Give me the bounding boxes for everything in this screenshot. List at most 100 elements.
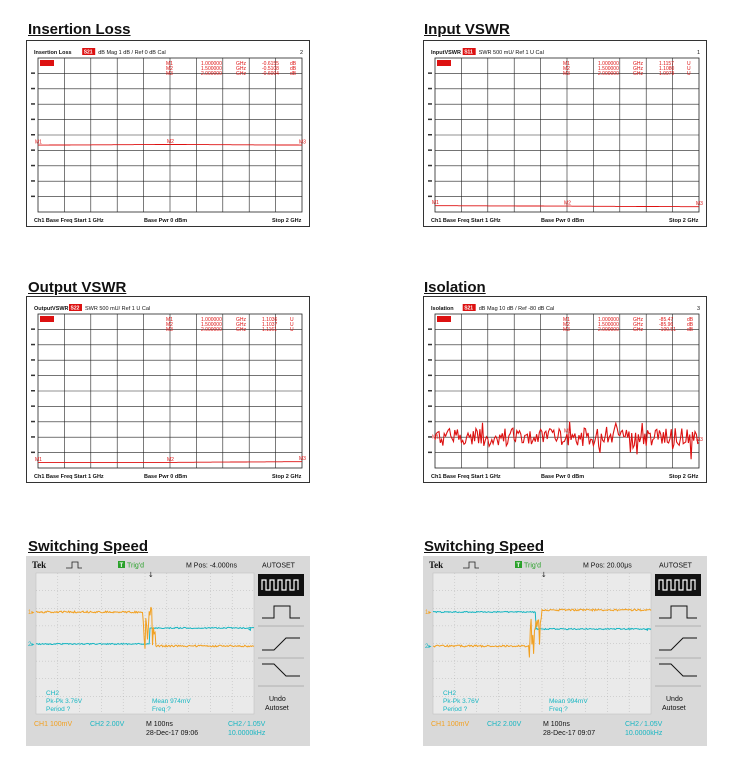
meas-freq: Freq ? bbox=[549, 706, 568, 713]
insertion-loss-title: Insertion Loss bbox=[28, 21, 131, 38]
trace-marker-1: M1 bbox=[432, 200, 439, 206]
y-tick bbox=[31, 390, 35, 392]
channel-number: 2 bbox=[300, 50, 303, 56]
marker-freq: 2.000000 bbox=[201, 71, 222, 77]
y-tick bbox=[31, 87, 35, 90]
ch2-scale: CH2 2.00V bbox=[90, 721, 125, 728]
isolation-chart: Isolation S21 dB Mag 10 dB / Ref -80 dB Ca… bbox=[423, 296, 707, 483]
channel-number: 1 bbox=[697, 50, 700, 56]
marker-vunit: dB bbox=[687, 327, 694, 333]
ch2-scale: CH2 2.00V bbox=[487, 721, 522, 728]
trigger-source: CH2 ∕ 1.05V bbox=[625, 721, 663, 728]
y-tick bbox=[31, 359, 35, 361]
input-vswr-title: Input VSWR bbox=[424, 21, 510, 38]
y-tick bbox=[428, 405, 432, 407]
y-tick bbox=[31, 164, 35, 167]
marker-freq: 1.500000 bbox=[598, 322, 619, 328]
timebase: M 100ns bbox=[543, 721, 570, 728]
ch1-scale: CH1 100mV bbox=[431, 721, 469, 728]
falling-edge-icon bbox=[262, 663, 300, 677]
trig-badge bbox=[118, 561, 125, 568]
s-param-badge bbox=[462, 304, 476, 311]
trace-marker-2: M2 bbox=[167, 457, 174, 463]
marker-value: 1.1080 bbox=[659, 66, 675, 72]
footer-right: Stop 2 GHz bbox=[272, 218, 302, 224]
y-tick bbox=[428, 195, 432, 198]
marker-id: M3 bbox=[563, 71, 570, 77]
ref-badge bbox=[437, 60, 451, 66]
square-wave-icon bbox=[261, 579, 299, 591]
y-tick bbox=[428, 343, 432, 346]
y-tick bbox=[428, 87, 432, 90]
trig-status: Trig'd bbox=[524, 563, 541, 570]
input-vswr-chart: InputVSWR S11 SWR 500 mU/ Ref 1 U Cal 1 M1 1.… bbox=[423, 40, 707, 227]
meas-pkpk: Pk-Pk 3.76V bbox=[46, 698, 83, 705]
run-state-icon bbox=[463, 561, 479, 569]
y-tick bbox=[31, 451, 35, 454]
meas-channel: CH2 bbox=[443, 690, 456, 697]
marker-value: -100.51 bbox=[659, 327, 676, 333]
m-pos: M Pos: -4.000ns bbox=[186, 563, 237, 570]
marker-value: -0.5108 bbox=[262, 66, 279, 72]
marker-unit: GHz bbox=[236, 71, 247, 77]
trace-marker-1: M1 bbox=[35, 140, 42, 146]
marker-freq: 2.000000 bbox=[598, 327, 619, 333]
marker-vunit: U bbox=[687, 61, 691, 67]
s-param-label: S22 bbox=[71, 306, 80, 312]
s-param-label: S21 bbox=[464, 306, 473, 312]
marker-freq: 1.000000 bbox=[201, 317, 222, 323]
trace-marker-3: M3 bbox=[696, 437, 703, 443]
output-vswr-title: Output VSWR bbox=[28, 279, 127, 296]
footer-mid: Base Pwr 0 dBm bbox=[144, 474, 187, 480]
y-tick bbox=[428, 134, 432, 136]
marker-vunit: U bbox=[290, 327, 294, 333]
marker-value: -0.6155 bbox=[262, 61, 279, 67]
format-label: SWR 500 mU/ Ref 1 U Cal bbox=[85, 306, 150, 312]
footer-left: Ch1 Base Freq Start 1 GHz bbox=[34, 218, 104, 224]
trace-marker-2: M2 bbox=[167, 139, 174, 145]
trigger-position-icon: ↓ bbox=[541, 571, 547, 579]
timebase: M 100ns bbox=[146, 721, 173, 728]
y-tick bbox=[31, 195, 35, 198]
marker-value: 1.1036 bbox=[262, 317, 278, 323]
tek-logo: Tek bbox=[32, 560, 46, 570]
ch1-marker: 1▸ bbox=[425, 610, 431, 616]
marker-id: M1 bbox=[563, 317, 570, 323]
output-vswr-chart: OutputVSWR S22 SWR 500 mU/ Ref 1 U Cal M1 1.… bbox=[26, 296, 310, 483]
y-tick bbox=[31, 374, 35, 377]
y-tick bbox=[31, 103, 35, 105]
falling-edge-icon bbox=[659, 663, 697, 677]
undo-autoset-label: Autoset bbox=[662, 705, 686, 712]
meas-period: Period ? bbox=[443, 706, 468, 713]
marker-value: -0.6094 bbox=[262, 71, 279, 77]
y-tick bbox=[428, 72, 432, 74]
marker-vunit: U bbox=[290, 317, 294, 323]
insertion-loss-chart: Insertion Loss S21 dB Mag 1 dB / Ref 0 dB … bbox=[26, 40, 310, 227]
y-tick bbox=[428, 451, 432, 454]
channel-number: 3 bbox=[697, 306, 700, 312]
s-param-badge bbox=[69, 304, 82, 311]
y-tick bbox=[31, 72, 35, 74]
trig-badge bbox=[515, 561, 522, 568]
marker-id: M1 bbox=[166, 61, 173, 67]
trace-name: Insertion Loss bbox=[34, 50, 72, 56]
s-param-badge bbox=[462, 48, 476, 55]
trace-marker-1: M1 bbox=[432, 434, 439, 440]
switching-speed-title-1: Switching Speed bbox=[28, 538, 149, 555]
switching-speed-title-2: Switching Speed bbox=[424, 538, 545, 555]
marker-value: 1.1037 bbox=[262, 322, 278, 328]
meas-period: Period ? bbox=[46, 706, 71, 713]
trace-name: Isolation bbox=[431, 306, 454, 312]
trig-badge-letter: T bbox=[517, 563, 521, 569]
meas-mean: Mean 974mV bbox=[152, 698, 191, 705]
y-tick bbox=[428, 180, 432, 182]
marker-id: M1 bbox=[563, 61, 570, 67]
y-tick bbox=[428, 420, 432, 423]
footer-right: Stop 2 GHz bbox=[272, 474, 302, 480]
trace-name: OutputVSWR bbox=[34, 306, 69, 312]
y-tick bbox=[428, 436, 432, 438]
y-tick bbox=[31, 149, 35, 151]
marker-id: M2 bbox=[166, 322, 173, 328]
y-tick bbox=[31, 180, 35, 182]
s-param-badge bbox=[82, 48, 96, 55]
